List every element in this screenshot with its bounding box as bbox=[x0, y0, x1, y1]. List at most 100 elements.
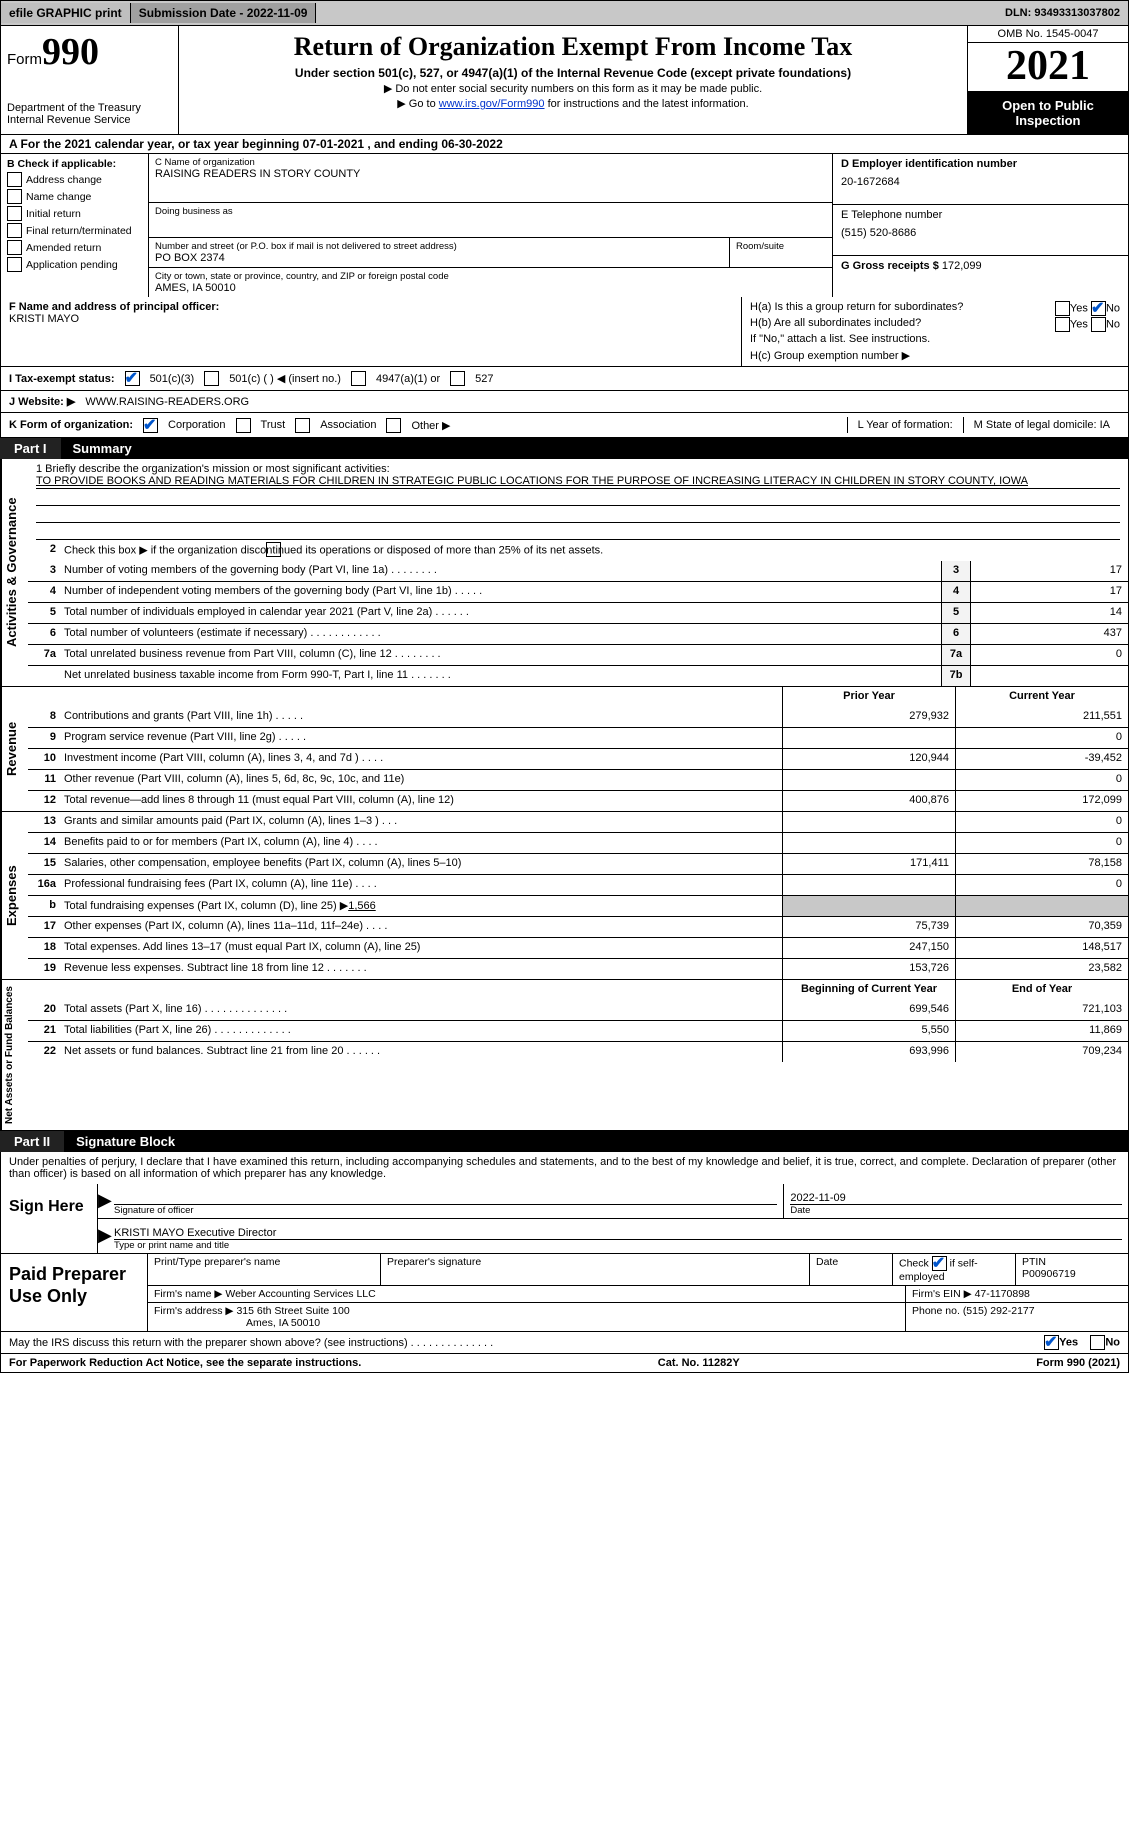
prep-sig-label: Preparer's signature bbox=[381, 1254, 810, 1285]
table-row: Net unrelated business taxable income fr… bbox=[28, 665, 1128, 686]
head-curr: Current Year bbox=[955, 687, 1128, 707]
subtitle-code: Under section 501(c), 527, or 4947(a)(1)… bbox=[187, 66, 959, 80]
col-b-checkboxes: B Check if applicable: Address change Na… bbox=[1, 154, 149, 297]
officer-name: KRISTI MAYO bbox=[9, 313, 733, 325]
gross-receipts: 172,099 bbox=[942, 260, 982, 272]
submission-date: Submission Date - 2022-11-09 bbox=[131, 3, 317, 23]
chk-app-pending[interactable] bbox=[7, 257, 22, 272]
irs-link[interactable]: www.irs.gov/Form990 bbox=[439, 98, 545, 110]
fundraising-link[interactable]: 1,566 bbox=[348, 900, 376, 912]
table-row: 6Total number of volunteers (estimate if… bbox=[28, 623, 1128, 644]
h-a: H(a) Is this a group return for subordin… bbox=[750, 301, 963, 313]
firm-addr1: 315 6th Street Suite 100 bbox=[236, 1305, 349, 1317]
mission-label: 1 Briefly describe the organization's mi… bbox=[36, 463, 1120, 475]
chk-other[interactable] bbox=[386, 418, 401, 433]
h-b: H(b) Are all subordinates included? bbox=[750, 317, 921, 329]
table-row: 22Net assets or fund balances. Subtract … bbox=[28, 1041, 1128, 1062]
chk-trust[interactable] bbox=[236, 418, 251, 433]
chk-ha-no[interactable] bbox=[1091, 301, 1106, 316]
subtitle-goto: ▶ Go to www.irs.gov/Form990 for instruct… bbox=[187, 97, 959, 110]
subtitle-ssn: ▶ Do not enter social security numbers o… bbox=[187, 82, 959, 95]
footer-right: Form 990 (2021) bbox=[1036, 1357, 1120, 1369]
firm-phone-label: Phone no. bbox=[912, 1305, 960, 1317]
top-toolbar: efile GRAPHIC print Submission Date - 20… bbox=[0, 0, 1129, 26]
chk-name-change[interactable] bbox=[7, 189, 22, 204]
firm-name-label: Firm's name ▶ bbox=[154, 1288, 222, 1300]
footer: For Paperwork Reduction Act Notice, see … bbox=[0, 1354, 1129, 1373]
chk-self-employed[interactable] bbox=[932, 1256, 947, 1271]
chk-corp[interactable] bbox=[143, 418, 158, 433]
chk-discontinued[interactable] bbox=[266, 542, 281, 557]
label-room: Room/suite bbox=[736, 241, 826, 252]
table-row: 5Total number of individuals employed in… bbox=[28, 602, 1128, 623]
h-c: H(c) Group exemption number ▶ bbox=[750, 349, 1120, 362]
label-city: City or town, state or province, country… bbox=[155, 271, 826, 282]
irs-label: Internal Revenue Service bbox=[7, 114, 172, 126]
table-row: 4Number of independent voting members of… bbox=[28, 581, 1128, 602]
officer-typed-name: KRISTI MAYO Executive Director bbox=[114, 1221, 1122, 1240]
firm-ein: 47-1170898 bbox=[975, 1288, 1030, 1300]
row-i: I Tax-exempt status: 501(c)(3) 501(c) ( … bbox=[0, 367, 1129, 391]
city: AMES, IA 50010 bbox=[155, 282, 826, 294]
prep-check-label: Check if self-employed bbox=[893, 1254, 1016, 1285]
chk-501c3[interactable] bbox=[125, 371, 140, 386]
year-formation: L Year of formation: bbox=[847, 417, 963, 433]
chk-initial-return[interactable] bbox=[7, 206, 22, 221]
row-f-h: F Name and address of principal officer:… bbox=[0, 297, 1129, 367]
chk-final-return[interactable] bbox=[7, 223, 22, 238]
chk-4947[interactable] bbox=[351, 371, 366, 386]
vlabel-exp: Expenses bbox=[1, 812, 28, 979]
chk-address-change[interactable] bbox=[7, 172, 22, 187]
sign-here-label: Sign Here bbox=[1, 1184, 98, 1253]
part1-bar: Part I Summary bbox=[0, 438, 1129, 459]
form-title: Return of Organization Exempt From Incom… bbox=[187, 32, 959, 62]
sig-date-label: Date bbox=[790, 1205, 1122, 1216]
table-row: 15Salaries, other compensation, employee… bbox=[28, 853, 1128, 874]
firm-ein-label: Firm's EIN ▶ bbox=[912, 1288, 972, 1300]
footer-left: For Paperwork Reduction Act Notice, see … bbox=[9, 1357, 361, 1369]
chk-501c[interactable] bbox=[204, 371, 219, 386]
triangle-icon: ▶ bbox=[98, 1219, 108, 1253]
table-row: 17Other expenses (Part IX, column (A), l… bbox=[28, 916, 1128, 937]
table-row: 18Total expenses. Add lines 13–17 (must … bbox=[28, 937, 1128, 958]
na-head-prior: Beginning of Current Year bbox=[782, 980, 955, 1000]
discuss-row: May the IRS discuss this return with the… bbox=[0, 1332, 1129, 1354]
table-row: 10Investment income (Part VIII, column (… bbox=[28, 748, 1128, 769]
label-officer: F Name and address of principal officer: bbox=[9, 301, 733, 313]
paid-preparer-block: Paid Preparer Use Only Print/Type prepar… bbox=[0, 1254, 1129, 1332]
chk-ha-yes[interactable] bbox=[1055, 301, 1070, 316]
chk-assoc[interactable] bbox=[295, 418, 310, 433]
ein: 20-1672684 bbox=[841, 176, 1120, 188]
table-row: 3Number of voting members of the governi… bbox=[28, 561, 1128, 581]
form-number: Form990 bbox=[7, 30, 172, 74]
website: WWW.RAISING-READERS.ORG bbox=[85, 396, 249, 408]
footer-mid: Cat. No. 11282Y bbox=[658, 1357, 740, 1369]
header-boxes: B Check if applicable: Address change Na… bbox=[0, 154, 1129, 297]
chk-amended[interactable] bbox=[7, 240, 22, 255]
section-revenue: Revenue Prior Year Current Year 8Contrib… bbox=[0, 687, 1129, 812]
table-row: 16aProfessional fundraising fees (Part I… bbox=[28, 874, 1128, 895]
table-row: 11Other revenue (Part VIII, column (A), … bbox=[28, 769, 1128, 790]
efile-label[interactable]: efile GRAPHIC print bbox=[1, 3, 131, 23]
firm-name: Weber Accounting Services LLC bbox=[225, 1288, 375, 1300]
chk-hb-yes[interactable] bbox=[1055, 317, 1070, 332]
h-note: If "No," attach a list. See instructions… bbox=[750, 333, 1120, 345]
label-dba: Doing business as bbox=[155, 206, 826, 217]
chk-527[interactable] bbox=[450, 371, 465, 386]
chk-discuss-no[interactable] bbox=[1090, 1335, 1105, 1350]
row-j: J Website: ▶ WWW.RAISING-READERS.ORG bbox=[0, 391, 1129, 413]
officer-typed-label: Type or print name and title bbox=[114, 1240, 1122, 1251]
firm-addr-label: Firm's address ▶ bbox=[154, 1305, 234, 1317]
prep-print-label: Print/Type preparer's name bbox=[148, 1254, 381, 1285]
firm-phone: (515) 292-2177 bbox=[963, 1305, 1035, 1317]
chk-hb-no[interactable] bbox=[1091, 317, 1106, 332]
vlabel-na: Net Assets or Fund Balances bbox=[1, 980, 28, 1130]
table-row: 20Total assets (Part X, line 16) . . . .… bbox=[28, 1000, 1128, 1020]
chk-discuss-yes[interactable] bbox=[1044, 1335, 1059, 1350]
open-inspection: Open to Public Inspection bbox=[968, 92, 1128, 134]
table-row: bTotal fundraising expenses (Part IX, co… bbox=[28, 895, 1128, 916]
vlabel-rev: Revenue bbox=[1, 687, 28, 811]
dln: DLN: 93493313037802 bbox=[1005, 7, 1128, 19]
sig-date: 2022-11-09 bbox=[790, 1186, 1122, 1205]
prep-date-label: Date bbox=[810, 1254, 893, 1285]
